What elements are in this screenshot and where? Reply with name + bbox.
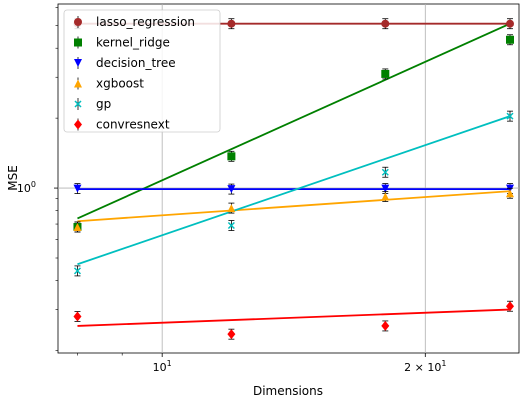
y-axis-label: MSE — [6, 165, 20, 191]
legend-label-convresnext: convresnext — [96, 118, 170, 132]
point-xgboost — [381, 192, 390, 201]
y-tick-label: 100 — [17, 180, 36, 195]
x-stroke — [506, 112, 514, 120]
x-stroke — [381, 168, 389, 176]
point-convresnext — [227, 329, 236, 340]
legend-label-decision_tree: decision_tree — [96, 56, 176, 70]
point-convresnext — [381, 320, 390, 331]
legend-label-gp: gp — [96, 97, 111, 111]
fit-line-kernel_ridge — [77, 22, 511, 220]
point-convresnext — [73, 311, 82, 322]
point-gp — [381, 168, 389, 176]
point-gp — [73, 267, 82, 275]
point-gp — [506, 112, 514, 120]
point-xgboost — [505, 189, 514, 198]
legend-marker-xgboost — [74, 79, 82, 88]
fit-line-xgboost — [77, 190, 511, 223]
point-xgboost — [227, 204, 236, 213]
legend-label-xgboost: xgboost — [96, 77, 144, 91]
point-convresnext — [505, 301, 514, 312]
x-stroke — [74, 100, 82, 108]
legend-marker-convresnext — [74, 119, 82, 130]
point-decision_tree — [227, 185, 236, 194]
x-stroke — [73, 267, 82, 275]
legend-label-kernel_ridge: kernel_ridge — [96, 36, 170, 50]
fit-line-gp — [77, 115, 511, 266]
legend-marker-lasso_regression — [74, 18, 82, 26]
point-lasso_regression — [505, 19, 514, 28]
legend-label-lasso_regression: lasso_regression — [96, 15, 195, 29]
axis-ticks: 101 2 × 101 100 — [17, 7, 446, 374]
point-gp — [227, 221, 235, 230]
data-points — [73, 18, 514, 340]
point-lasso_regression — [227, 19, 236, 28]
x-axis-label: Dimensions — [253, 384, 323, 398]
legend-marker-decision_tree — [74, 59, 82, 67]
legend-box — [63, 9, 221, 133]
x-tick-label: 2 × 101 — [404, 359, 446, 374]
point-xgboost — [73, 222, 82, 231]
point-kernel_ridge — [381, 69, 390, 78]
point-lasso_regression — [381, 19, 390, 28]
legend-marker-kernel_ridge — [74, 38, 82, 47]
fit-line-convresnext — [77, 308, 511, 327]
fit-lines — [77, 22, 511, 327]
point-kernel_ridge — [505, 35, 514, 44]
point-kernel_ridge — [227, 152, 236, 161]
point-decision_tree — [381, 184, 390, 193]
legend-marker-gp — [74, 100, 82, 108]
point-decision_tree — [73, 184, 82, 193]
x-tick-label: 101 — [153, 359, 172, 374]
legend: lasso_regression kernel_ridge decision_tre… — [63, 9, 221, 133]
x-stroke — [227, 221, 235, 230]
